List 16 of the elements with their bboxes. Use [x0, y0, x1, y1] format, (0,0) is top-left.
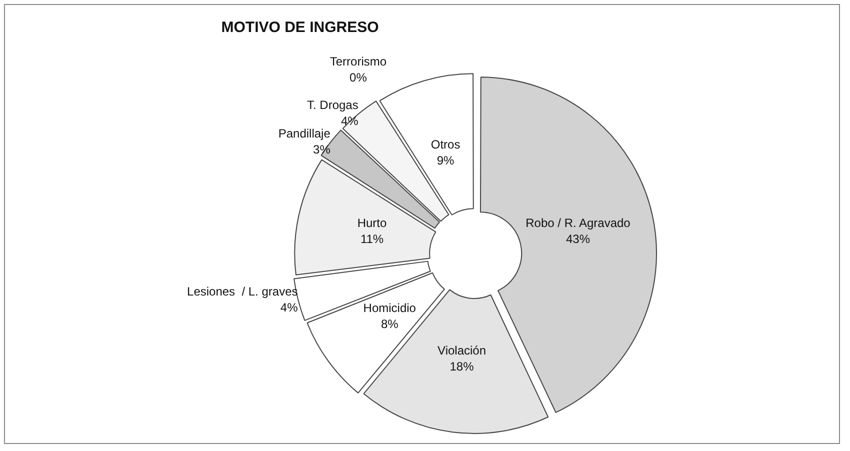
- slice-label: Hurto: [357, 216, 388, 230]
- data-label: 11%: [360, 232, 384, 246]
- chart-title: MOTIVO DE INGRESO: [221, 19, 380, 36]
- data-label: 18%: [450, 360, 474, 374]
- slice-label: T. Drogas: [306, 98, 358, 112]
- slice-label: Robo / R. Agravado: [526, 216, 631, 230]
- data-label: 4%: [280, 300, 298, 314]
- data-label: 8%: [380, 316, 399, 331]
- data-label: 9%: [436, 153, 455, 168]
- slice-label: Pandillaje: [278, 126, 331, 141]
- data-label: 43%: [566, 232, 590, 246]
- slice-label: Otros: [430, 137, 460, 152]
- text: 0%: [350, 70, 367, 85]
- category-label: Terrorismo: [330, 54, 387, 69]
- slice-label: Homicidio: [363, 300, 416, 315]
- slice-label: Violación: [438, 344, 486, 358]
